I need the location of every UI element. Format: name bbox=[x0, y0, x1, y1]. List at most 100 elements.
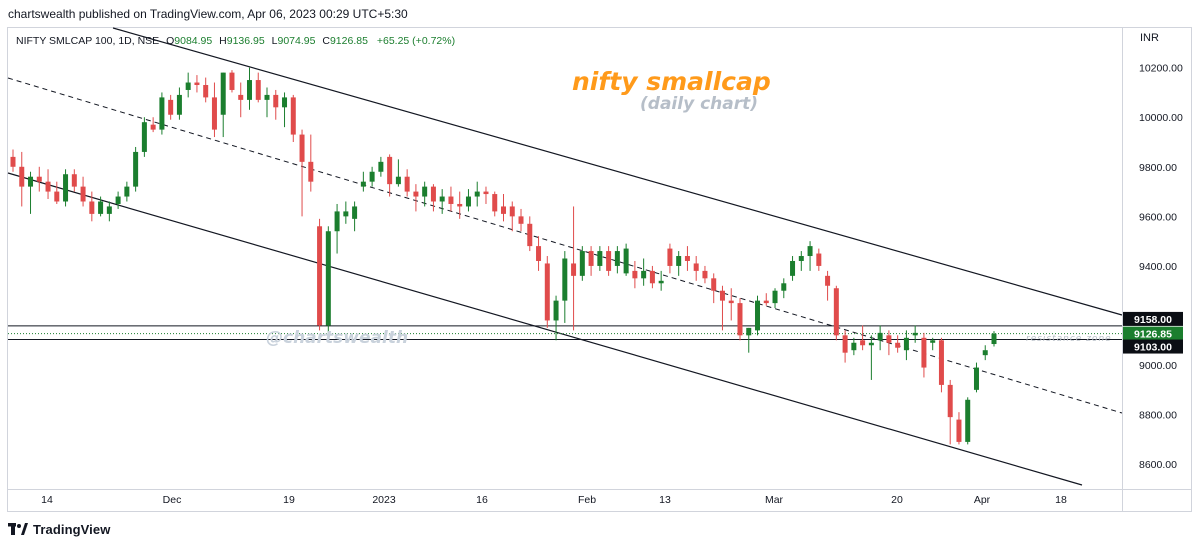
candle bbox=[860, 325, 866, 351]
candle-body bbox=[947, 384, 953, 418]
candle bbox=[921, 332, 927, 378]
candle bbox=[597, 246, 603, 271]
candle-body bbox=[299, 134, 305, 162]
candle-body bbox=[168, 99, 174, 115]
candle-body bbox=[684, 256, 690, 261]
x-tick-label: 18 bbox=[1055, 494, 1067, 506]
candle bbox=[360, 171, 366, 192]
candle bbox=[343, 201, 349, 224]
candle-body bbox=[255, 80, 261, 100]
candle-body bbox=[728, 300, 734, 304]
candle bbox=[658, 270, 664, 291]
symbol-label: NIFTY SMLCAP 100, 1D, NSE bbox=[16, 35, 159, 47]
candle-body bbox=[763, 300, 769, 304]
open-value: 9084.95 bbox=[174, 35, 212, 47]
candle bbox=[930, 337, 936, 351]
y-tick-label: 9600.00 bbox=[1139, 211, 1177, 223]
channel-lower-line bbox=[7, 172, 1083, 486]
candle-body bbox=[895, 342, 901, 348]
candle bbox=[693, 256, 699, 281]
candle bbox=[115, 191, 121, 209]
candle bbox=[10, 149, 16, 172]
candle bbox=[457, 191, 463, 219]
y-tick-label: 9800.00 bbox=[1139, 162, 1177, 174]
candle bbox=[938, 337, 944, 393]
candle bbox=[317, 218, 323, 331]
candle-body bbox=[229, 72, 235, 90]
candle bbox=[63, 169, 69, 207]
candle bbox=[71, 169, 77, 192]
candle-body bbox=[325, 231, 331, 326]
candle bbox=[404, 169, 410, 197]
publish-info: chartswealth published on TradingView.co… bbox=[8, 7, 408, 21]
candle bbox=[798, 251, 804, 271]
resistance-levels bbox=[8, 325, 1122, 341]
candle-body bbox=[395, 176, 401, 185]
candle-body bbox=[553, 300, 559, 321]
candle-body bbox=[711, 278, 717, 291]
x-tick-label: Feb bbox=[578, 494, 596, 506]
candle-body bbox=[290, 97, 296, 135]
candle bbox=[395, 159, 401, 187]
candle-body bbox=[273, 94, 279, 108]
candle bbox=[28, 171, 34, 214]
price-label-text: 9158.00 bbox=[1134, 314, 1172, 326]
candle bbox=[947, 379, 953, 445]
candle bbox=[544, 256, 550, 328]
candle bbox=[246, 67, 252, 110]
footer-brand: TradingView bbox=[33, 521, 111, 537]
candle bbox=[509, 201, 515, 232]
chart-subtitle: (daily chart) bbox=[640, 94, 758, 114]
candle-body bbox=[360, 181, 366, 187]
candle bbox=[150, 117, 156, 133]
candle bbox=[290, 94, 296, 143]
candle bbox=[649, 265, 655, 289]
candle-body bbox=[737, 303, 743, 336]
candle-body bbox=[641, 270, 647, 279]
candle-body bbox=[422, 186, 428, 197]
candle bbox=[124, 181, 130, 202]
candle-body bbox=[115, 196, 121, 204]
candle-body bbox=[176, 94, 182, 115]
channel-mid-dashed-line bbox=[7, 77, 1123, 414]
candle bbox=[711, 273, 717, 304]
candle-body bbox=[623, 248, 629, 274]
candle-body bbox=[544, 263, 550, 321]
candle bbox=[527, 216, 533, 252]
candle bbox=[518, 208, 524, 232]
candle-body bbox=[369, 171, 375, 182]
candle bbox=[877, 325, 883, 351]
candle-body bbox=[474, 191, 480, 197]
candle-body bbox=[877, 332, 883, 341]
candle bbox=[422, 181, 428, 207]
candle-body bbox=[317, 226, 323, 326]
candle bbox=[746, 327, 752, 353]
tradingview-logo-icon bbox=[8, 522, 28, 536]
candle-body bbox=[903, 337, 909, 351]
x-tick-label: Dec bbox=[163, 494, 182, 506]
candle bbox=[352, 201, 358, 232]
candle bbox=[536, 236, 542, 271]
candle-body bbox=[141, 122, 147, 152]
candle-body bbox=[772, 290, 778, 304]
candle bbox=[378, 156, 384, 177]
candle bbox=[334, 203, 340, 254]
resistance-zone-label: resistance zone bbox=[1026, 334, 1112, 344]
candle bbox=[614, 246, 620, 274]
candle bbox=[781, 278, 787, 299]
candle bbox=[641, 258, 647, 286]
candle bbox=[991, 331, 997, 347]
candle bbox=[833, 285, 839, 341]
close-value: 9126.85 bbox=[330, 35, 368, 47]
channel-lines bbox=[7, 27, 1123, 486]
candle-body bbox=[45, 181, 51, 192]
candle bbox=[965, 397, 971, 445]
y-tick-label: 8800.00 bbox=[1139, 410, 1177, 422]
candle bbox=[851, 337, 857, 356]
candle bbox=[719, 285, 725, 331]
candle-body bbox=[746, 327, 752, 336]
y-tick-label: 10000.00 bbox=[1139, 112, 1183, 124]
candle bbox=[141, 117, 147, 157]
candle-body bbox=[63, 174, 69, 202]
